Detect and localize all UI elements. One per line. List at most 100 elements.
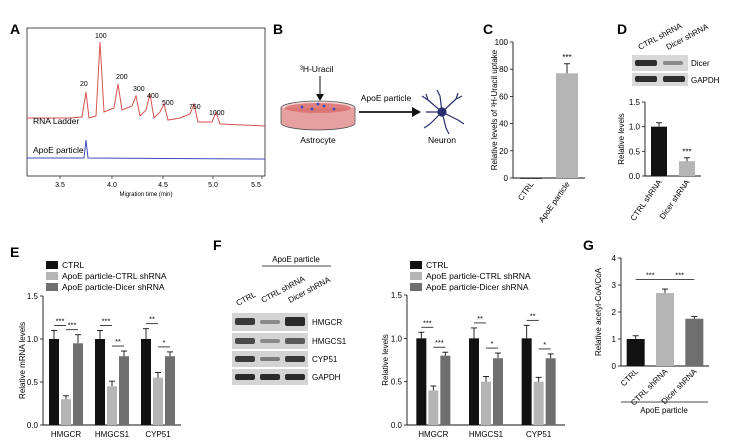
y-axis-label: Relative levels	[617, 113, 626, 165]
panel-f-western-blot: ApoE particle CTRL CTRL shRNA Dicer shRN…	[232, 255, 347, 385]
significance-marker: *	[163, 338, 166, 347]
peak-label: 500	[162, 100, 174, 107]
panel-letter-f: F	[213, 237, 222, 253]
bar	[153, 377, 163, 425]
legend-label: CTRL	[62, 260, 84, 270]
blot-band	[235, 338, 255, 344]
y-tick-label: 80	[499, 65, 508, 74]
apoe-particle-trace	[27, 139, 266, 160]
legend-label: CTRL	[426, 260, 448, 270]
blot-band	[260, 374, 280, 380]
y-tick-label: 60	[499, 92, 508, 101]
y-tick-label: 1.5	[391, 291, 403, 300]
significance-marker: ***	[56, 316, 65, 325]
panel-letter-g: G	[583, 237, 594, 253]
bar	[440, 355, 451, 425]
bar	[626, 339, 645, 366]
y-tick-label: 0.5	[629, 147, 641, 156]
panel-a-electropherogram: 20 100 200 300 400 500 750 1000 RNA Ladd…	[26, 27, 266, 198]
bar	[119, 356, 129, 425]
blot-group-label: ApoE particle	[272, 255, 320, 264]
y-tick-label: 1.0	[391, 334, 403, 343]
bar	[679, 161, 695, 176]
legend-swatch	[46, 261, 58, 269]
blot-band	[260, 339, 280, 343]
bar	[61, 399, 71, 425]
bar	[481, 381, 491, 425]
panel-d-western-blot: CTRL shRNA Dicer shRNA Dicer GAPDH	[632, 21, 720, 86]
blot-band	[285, 356, 305, 362]
significance-marker: *	[491, 339, 494, 348]
y-tick-label: 2	[612, 308, 617, 317]
peak-label: 100	[95, 33, 107, 40]
x-axis-label: Migration time (min)	[119, 192, 172, 198]
y-tick-label: 4	[612, 254, 617, 263]
astrocyte-label: Astrocyte	[300, 135, 336, 145]
blot-row-label-hmgcs1: HMGCS1	[312, 337, 347, 346]
bar	[469, 338, 479, 425]
bar	[73, 343, 83, 425]
x-tick-label: 4.0	[107, 182, 117, 189]
peak-label: 1000	[209, 110, 225, 117]
peak-label: 300	[133, 86, 145, 93]
blot-band	[260, 320, 280, 324]
blot-lane-label: CTRL	[235, 290, 258, 308]
blot-band	[235, 318, 255, 325]
bar	[521, 338, 532, 425]
y-tick-label: 0.5	[27, 378, 39, 387]
y-tick-label: 0	[504, 174, 509, 183]
y-tick-label: 0.0	[629, 172, 641, 181]
bar	[520, 178, 542, 179]
panel-letter-d: D	[617, 21, 627, 37]
panel-letter-e: E	[10, 244, 19, 260]
bar	[685, 318, 704, 366]
significance-marker: **	[477, 314, 483, 323]
bar	[141, 339, 151, 425]
peak-label: 400	[147, 93, 159, 100]
x-tick-label: CTRL	[516, 180, 536, 203]
blot-row-label-gapdh: GAPDH	[312, 373, 341, 382]
y-axis-label: Relative acetyl-CoA/CoA	[594, 267, 603, 356]
blot-band	[235, 374, 255, 380]
bar	[107, 386, 117, 425]
x-tick-label: ApoE particle	[537, 180, 572, 225]
trace-label-apoe-particle: ApoE particle	[33, 145, 84, 155]
bar	[545, 358, 556, 425]
legend-swatch	[46, 272, 58, 280]
y-axis-label: Relative levels of ³H-Uracil uptake	[490, 49, 499, 170]
x-tick-label: 5.5	[251, 182, 261, 189]
y-tick-label: 100	[495, 38, 509, 47]
significance-marker: ***	[675, 271, 684, 280]
x-tick-label: HMGCR	[418, 430, 448, 439]
neuron-label: Neuron	[428, 135, 456, 145]
y-tick-label: 1.0	[629, 123, 641, 132]
significance-marker: **	[149, 315, 155, 324]
y-tick-label: 0.0	[27, 421, 39, 430]
significance-marker: ***	[435, 338, 444, 347]
blot-band	[285, 317, 305, 326]
bar	[656, 293, 674, 366]
significance-marker: ***	[102, 316, 111, 325]
x-tick-label: 5.0	[208, 182, 218, 189]
blot-band	[663, 76, 685, 82]
peak-label: 20	[80, 81, 88, 88]
significance-marker: ***	[682, 148, 691, 157]
blot-band	[663, 61, 683, 65]
blot-band	[260, 357, 280, 361]
y-tick-label: 1.5	[629, 98, 641, 107]
y-tick-label: 1	[612, 335, 617, 344]
x-tick-label: HMGCS1	[469, 430, 504, 439]
y-tick-label: 0	[612, 362, 617, 371]
bar	[533, 381, 544, 425]
panel-b-schematic: ³H-Uracil Astrocyte ApoE particle Neuron	[280, 64, 465, 145]
legend-label: ApoE particle-CTRL shRNA	[62, 271, 167, 281]
legend-label: ApoE particle-CTRL shRNA	[426, 271, 531, 281]
trace-label-rna-ladder: RNA Ladder	[33, 116, 79, 126]
y-tick-label: 0.0	[391, 421, 403, 430]
bar	[49, 339, 59, 425]
blot-band	[235, 356, 255, 362]
